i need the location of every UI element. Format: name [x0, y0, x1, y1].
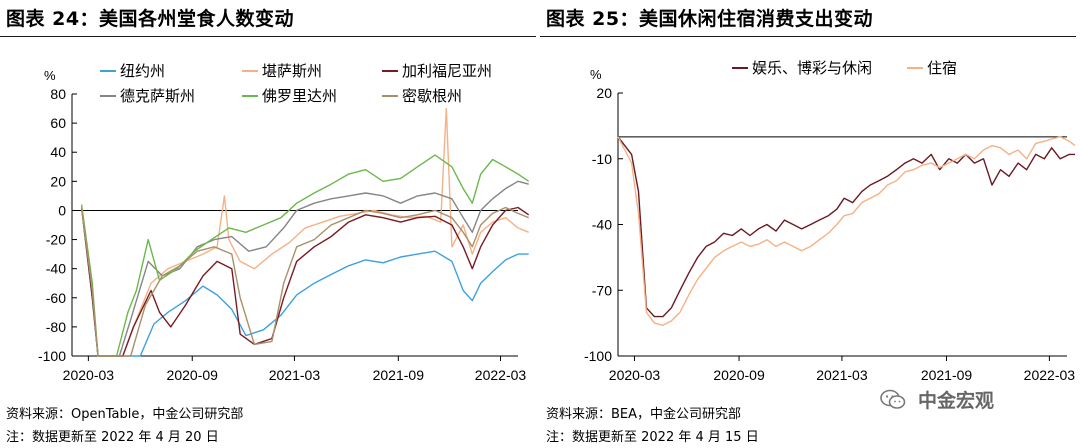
- note-text: 注：数据更新至 2022 年 4 月 15 日: [546, 430, 759, 445]
- y-axis-unit: %: [44, 68, 56, 83]
- y-tick-label: 0: [58, 202, 66, 218]
- source-text: 资料来源：BEA，中金公司研究部: [546, 407, 742, 422]
- wechat-icon: [880, 389, 906, 411]
- x-tick-label: 2021-09: [921, 367, 973, 383]
- y-tick-label: -40: [592, 217, 612, 233]
- y-tick-label: 20: [50, 173, 66, 189]
- y-tick-label: -10: [592, 151, 612, 167]
- figure-title: 图表 25：美国休闲住宿消费支出变动: [546, 8, 874, 30]
- right-panel: 图表 25：美国休闲住宿消费支出变动 % 20 -10 -40 -70 -100 2020-…: [540, 0, 1080, 448]
- series-line-2: [617, 136, 1076, 326]
- series-line-1: [617, 136, 1075, 318]
- series-line-3: [80, 206, 530, 357]
- y-tick-label: 20: [596, 85, 612, 101]
- legend-label: 德克萨斯州: [120, 87, 195, 105]
- legend-label: 堪萨斯州: [262, 63, 322, 80]
- y-tick-label: -80: [46, 319, 66, 335]
- x-tick-label: 2022-03: [1024, 367, 1076, 383]
- y-axis-unit: %: [590, 67, 602, 82]
- x-tick-label: 2021-03: [816, 367, 868, 383]
- series-line-2: [80, 107, 529, 357]
- legend-label: 佛罗里达州: [262, 88, 337, 105]
- series-line-1: [80, 207, 529, 357]
- series-line-4: [80, 180, 529, 357]
- note-text: 注：数据更新至 2022 年 4 月 20 日: [6, 430, 219, 445]
- series-line-6: [80, 206, 529, 357]
- y-tick-label: -100: [584, 348, 612, 364]
- legend-label: 密歇根州: [402, 88, 462, 105]
- watermark: 中金宏观: [880, 386, 1080, 414]
- watermark-text: 中金宏观: [918, 390, 995, 412]
- y-tick-label: -40: [46, 261, 66, 277]
- x-tick-label: 2020-09: [713, 367, 765, 383]
- series-line-5: [80, 154, 530, 357]
- y-tick-label: -70: [592, 282, 612, 298]
- leisure-spending-chart: % 20 -10 -40 -70 -100 2020-03 2020-09 2021-03 202…: [584, 60, 1076, 383]
- legend-label: 娱乐、博彩与休闲: [752, 60, 872, 77]
- y-tick-label: -60: [46, 290, 66, 306]
- y-tick-label: 60: [50, 115, 66, 131]
- source-text: 资料来源：OpenTable，中金公司研究部: [6, 407, 244, 422]
- y-tick-label: 40: [50, 144, 66, 160]
- title-rule: [0, 36, 536, 37]
- x-tick-label: 2020-09: [167, 367, 219, 383]
- legend-label: 纽约州: [120, 63, 165, 80]
- legend-label: 加利福尼亚州: [402, 63, 492, 80]
- y-tick-label: -20: [46, 232, 66, 248]
- y-tick-label: -100: [38, 348, 66, 364]
- legend-label: 住宿: [927, 60, 957, 77]
- title-rule: [540, 36, 1076, 37]
- figure-title: 图表 24：美国各州堂食人数变动: [6, 8, 295, 30]
- left-panel: 图表 24：美国各州堂食人数变动 % 80 60 40 20 0 -20 -40 -60 -80 -…: [0, 8, 536, 445]
- dine-in-chart: % 80 60 40 20 0 -20 -40 -60 -80 -100 2020-03 2020-09…: [38, 63, 530, 383]
- y-tick-label: 80: [50, 86, 66, 102]
- x-tick-label: 2021-09: [373, 367, 425, 383]
- x-tick-label: 2021-03: [269, 367, 321, 383]
- x-tick-label: 2020-03: [63, 367, 115, 383]
- x-tick-label: 2020-03: [609, 367, 661, 383]
- x-tick-label: 2022-03: [475, 367, 527, 383]
